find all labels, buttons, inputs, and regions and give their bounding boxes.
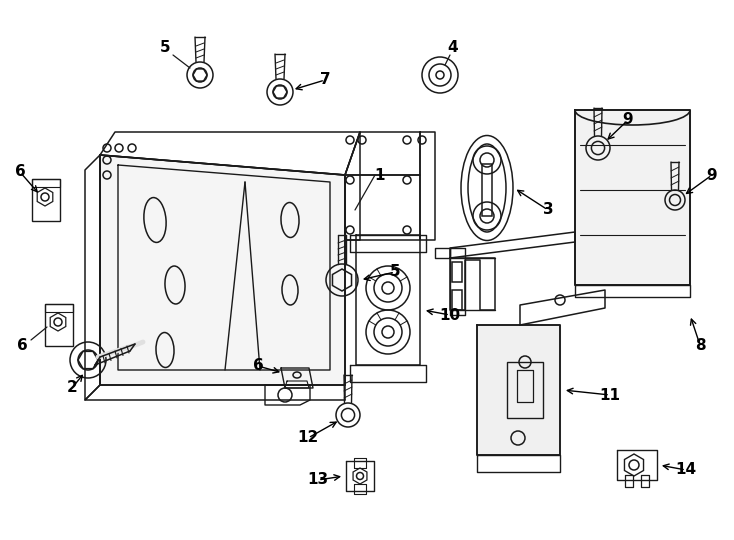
Text: 14: 14 xyxy=(675,462,697,477)
Text: 9: 9 xyxy=(622,112,633,127)
Bar xyxy=(32,179,60,221)
Text: 2: 2 xyxy=(67,381,77,395)
Bar xyxy=(482,164,492,216)
Text: 1: 1 xyxy=(375,167,385,183)
Text: 4: 4 xyxy=(448,39,458,55)
Bar xyxy=(507,362,543,418)
Text: 10: 10 xyxy=(440,307,460,322)
Text: 11: 11 xyxy=(600,388,620,402)
Bar xyxy=(45,304,73,346)
Text: 13: 13 xyxy=(308,472,329,488)
Text: 7: 7 xyxy=(320,72,330,87)
Polygon shape xyxy=(477,325,560,455)
Text: 6: 6 xyxy=(252,359,264,374)
Bar xyxy=(452,290,462,310)
Text: 6: 6 xyxy=(17,338,27,353)
Text: 5: 5 xyxy=(390,265,400,280)
Text: 12: 12 xyxy=(297,430,319,445)
Bar xyxy=(45,304,73,312)
Text: 3: 3 xyxy=(542,202,553,218)
Polygon shape xyxy=(100,155,345,385)
Text: 6: 6 xyxy=(15,165,26,179)
Text: 5: 5 xyxy=(160,40,170,56)
Polygon shape xyxy=(575,110,690,285)
Bar xyxy=(32,179,60,187)
Text: 8: 8 xyxy=(694,338,705,353)
Bar xyxy=(452,262,462,282)
Text: 9: 9 xyxy=(707,167,717,183)
